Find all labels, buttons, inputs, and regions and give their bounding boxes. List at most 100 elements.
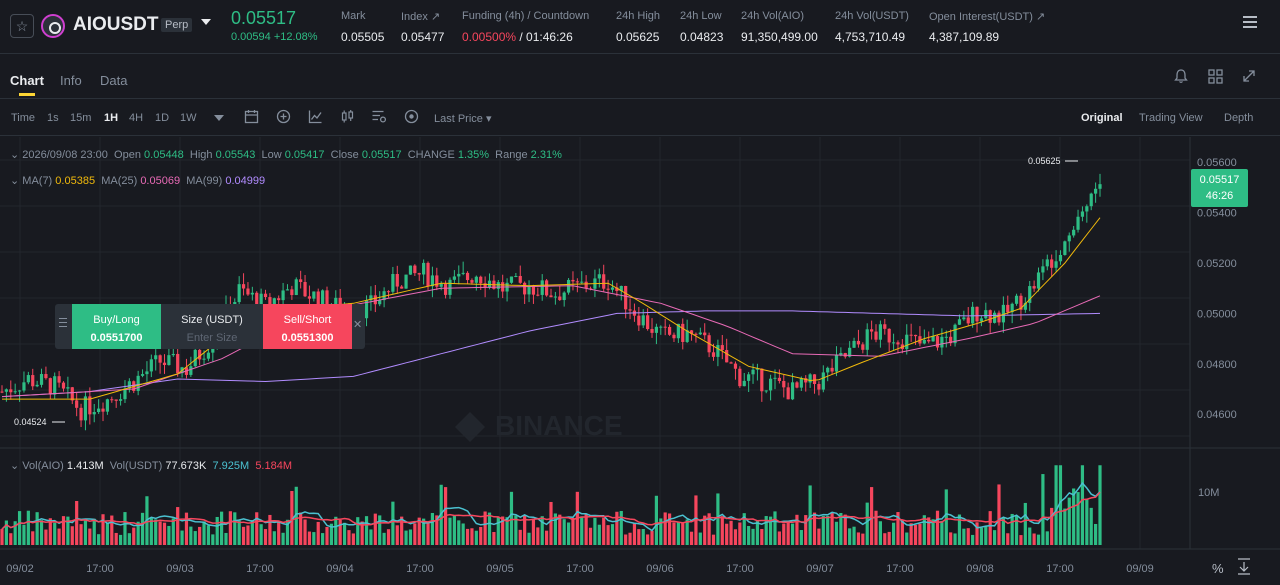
tab-data[interactable]: Data (100, 73, 128, 88)
vol-legend-chevron-icon[interactable]: ⌄ (10, 460, 20, 472)
time-tick-label: 09/07 (806, 563, 834, 575)
volume-bar (167, 525, 171, 545)
volume-bar (870, 487, 874, 545)
chart-settings-icon[interactable] (371, 109, 387, 125)
chart-area[interactable]: BINANCE 0.05600 0.05400 0.05200 0.05000 0.04… (0, 137, 1280, 585)
volume-bar (176, 507, 180, 545)
volume-bar (75, 500, 79, 545)
candle-body (211, 347, 215, 353)
indicators-icon[interactable] (307, 109, 323, 125)
candle-body (277, 298, 281, 301)
stat-index-label[interactable]: Index ↗ (401, 11, 441, 23)
volume-bar (1032, 533, 1036, 545)
volume-bar (316, 521, 320, 545)
volume-bar (395, 525, 399, 545)
interval-15m[interactable]: 15m (70, 112, 92, 124)
volume-bar (659, 518, 663, 545)
quick-order-panel: Buy/Long 0.0551700 Size (USDT) Enter Siz… (55, 304, 365, 349)
interval-1w[interactable]: 1W (180, 112, 197, 124)
candle-body (580, 281, 584, 283)
interval-4h[interactable]: 4H (129, 112, 144, 124)
ma-legend-chevron-icon[interactable]: ⌄ (10, 175, 20, 187)
candle-body (140, 374, 145, 376)
percent-scale-icon[interactable]: % (1212, 561, 1224, 576)
funding-rate: 0.00500% (462, 30, 517, 44)
volume-bar (650, 530, 654, 545)
candle-body (202, 358, 206, 360)
expand-icon[interactable] (1241, 69, 1257, 85)
volume-bar (487, 512, 492, 545)
volume-bar (479, 526, 483, 545)
tab-chart[interactable]: Chart (10, 73, 44, 88)
legend-collapse-chevron-icon[interactable]: ⌄ (10, 149, 20, 161)
interval-1d[interactable]: 1D (155, 112, 170, 124)
volume-bar (180, 530, 184, 545)
candle-body (725, 350, 729, 363)
volume-bar (602, 517, 606, 545)
chart-canvas[interactable]: BINANCE 0.05600 0.05400 0.05200 0.05000 0.04… (0, 137, 1280, 585)
legend-close-label: Close (330, 149, 359, 161)
volume-bar (53, 522, 57, 545)
candle-body (826, 367, 830, 373)
candle-body (105, 399, 110, 412)
target-icon[interactable] (403, 109, 419, 125)
volume-bar (711, 534, 716, 545)
volume-bar (408, 529, 413, 545)
candle-type-icon[interactable] (339, 109, 355, 125)
view-depth[interactable]: Depth (1224, 112, 1254, 124)
candle-body (496, 282, 500, 289)
layout-grid-icon[interactable] (1207, 69, 1223, 85)
price-type-select[interactable]: Last Price ▾ (434, 112, 492, 125)
volume-bar (1041, 474, 1045, 545)
volume-bar (211, 534, 215, 545)
size-input[interactable]: Size (USDT) Enter Size (163, 304, 261, 349)
interval-1h[interactable]: 1H (104, 112, 119, 124)
volume-bar (17, 511, 22, 545)
calendar-icon[interactable] (243, 109, 259, 125)
sell-short-button[interactable]: Sell/Short 0.0551300 (263, 304, 352, 349)
volume-bar (931, 519, 935, 545)
volume-bar (430, 512, 435, 545)
interval-1s[interactable]: 1s (47, 112, 59, 124)
candle-body (729, 362, 733, 364)
add-indicator-icon[interactable] (275, 109, 291, 125)
favorite-star-icon[interactable]: ☆ (10, 14, 34, 38)
volume-bar (364, 516, 369, 545)
view-trading-view[interactable]: Trading View (1139, 112, 1203, 124)
candle-body (167, 355, 171, 366)
fit-scale-icon[interactable] (1238, 558, 1250, 575)
candle-body (430, 275, 435, 287)
volume-bar (342, 522, 347, 545)
drag-handle-icon[interactable] (59, 318, 67, 330)
interval-dropdown-icon[interactable] (211, 109, 227, 125)
candle-body (931, 336, 935, 342)
buy-long-button[interactable]: Buy/Long 0.0551700 (72, 304, 161, 349)
interval-time[interactable]: Time (11, 112, 36, 124)
volume-bar (83, 520, 88, 545)
candle-body (281, 290, 285, 301)
buy-long-label: Buy/Long (93, 314, 140, 326)
candle-body (127, 381, 131, 389)
time-tick-label: 17:00 (1046, 563, 1074, 575)
candle-body (786, 387, 790, 400)
volume-bar (641, 529, 645, 545)
symbol-name[interactable]: AIOUSDT (73, 14, 159, 35)
volume-bar (1076, 492, 1080, 545)
more-menu-icon[interactable] (1243, 16, 1257, 31)
tab-info[interactable]: Info (60, 73, 82, 88)
price-tick-label: 0.05000 (1197, 308, 1237, 320)
candle-body (979, 318, 984, 322)
volume-bar (483, 511, 487, 545)
volume-bar (9, 533, 13, 545)
candle-body (1019, 295, 1023, 310)
volume-bar (97, 534, 101, 545)
close-panel-icon[interactable]: ✕ (353, 319, 363, 331)
volume-bar (861, 533, 865, 545)
view-original[interactable]: Original (1081, 112, 1123, 124)
volume-bar (971, 534, 975, 545)
stat-oi-label[interactable]: Open Interest(USDT) ↗ (929, 11, 1046, 23)
symbol-dropdown-chevron-icon[interactable] (201, 19, 211, 25)
stat-vol-aio-label: 24h Vol(AIO) (741, 10, 804, 22)
volume-legend: ⌄ Vol(AIO) 1.413M Vol(USDT) 77.673K 7.92… (10, 459, 292, 472)
bell-icon[interactable] (1173, 69, 1189, 85)
